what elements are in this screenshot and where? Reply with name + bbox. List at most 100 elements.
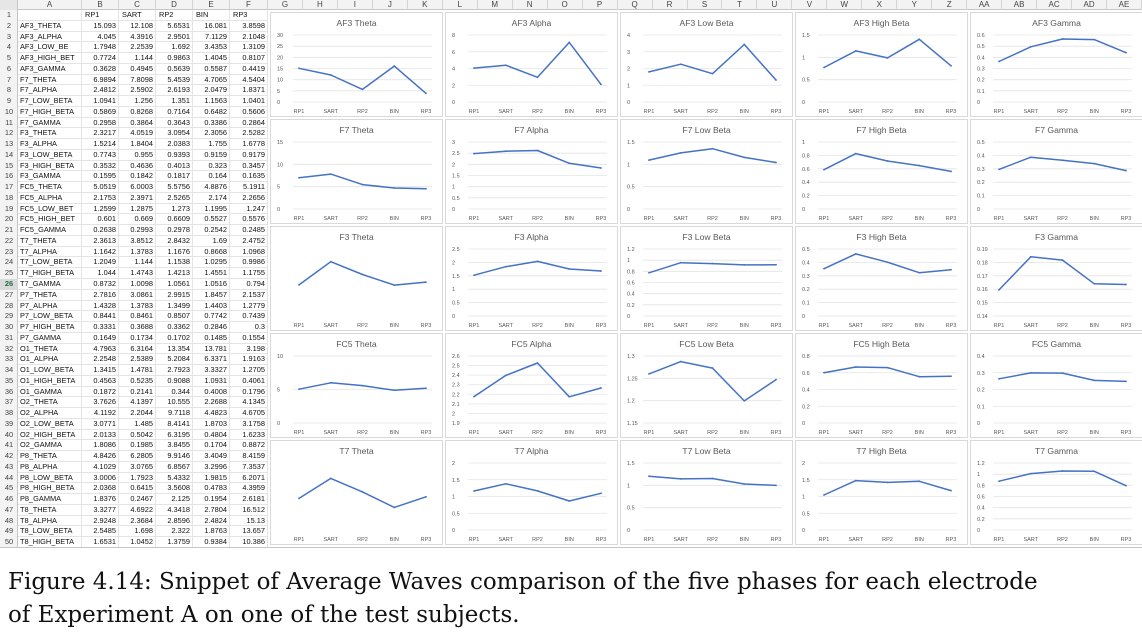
value-cell[interactable]: 4.045: [82, 31, 119, 43]
value-cell[interactable]: 3.1758: [230, 418, 268, 430]
value-cell[interactable]: 0.601: [82, 214, 119, 226]
row-number[interactable]: 47: [4, 504, 14, 514]
row-number[interactable]: 10: [4, 106, 14, 116]
value-cell[interactable]: 2.5902: [119, 85, 156, 97]
label-cell[interactable]: T7_THETA: [18, 235, 82, 247]
row-number[interactable]: 5: [6, 53, 12, 63]
row-number[interactable]: 18: [4, 192, 14, 202]
value-cell[interactable]: 0.7439: [230, 311, 268, 323]
value-cell[interactable]: 1.5214: [82, 139, 119, 150]
label-cell[interactable]: F3_ALPHA: [18, 139, 82, 150]
select-all-corner[interactable]: [0, 0, 18, 10]
value-cell[interactable]: 4.8876: [193, 182, 230, 193]
value-cell[interactable]: 2.7816: [82, 289, 119, 301]
value-cell[interactable]: 3.5608: [156, 483, 193, 495]
value-cell[interactable]: 0.669: [119, 214, 156, 226]
row-number[interactable]: 20: [4, 214, 14, 224]
row-number[interactable]: 42: [4, 451, 14, 461]
label-cell[interactable]: AF3_GAMMA: [18, 63, 82, 75]
value-cell[interactable]: 2.174: [193, 192, 230, 204]
value-cell[interactable]: 0.3331: [82, 322, 119, 333]
value-cell[interactable]: 2.6181: [230, 494, 268, 505]
row-number[interactable]: 13: [4, 139, 14, 149]
value-cell[interactable]: 0.9393: [156, 149, 193, 161]
label-cell[interactable]: AF3_HIGH_BET: [18, 53, 82, 64]
label-cell[interactable]: P7_HIGH_BETA: [18, 322, 82, 333]
value-cell[interactable]: 0.3: [230, 322, 268, 333]
value-cell[interactable]: 1.0295: [193, 257, 230, 269]
row-number[interactable]: 4: [6, 42, 12, 52]
value-cell[interactable]: 0.2978: [156, 225, 193, 236]
value-cell[interactable]: 13.657: [230, 526, 268, 538]
row-number[interactable]: 29: [4, 311, 14, 321]
column-header-h[interactable]: H: [303, 0, 338, 10]
value-cell[interactable]: 1.4551: [193, 268, 230, 279]
value-cell[interactable]: 4.6705: [230, 408, 268, 419]
value-cell[interactable]: 0.9384: [193, 537, 230, 547]
value-cell[interactable]: 3.0006: [82, 472, 119, 484]
column-header-ae[interactable]: AE: [1107, 0, 1142, 10]
column-header-y[interactable]: Y: [897, 0, 933, 10]
row-number[interactable]: 33: [4, 354, 14, 364]
value-cell[interactable]: 1.0561: [156, 279, 193, 290]
label-cell[interactable]: O2_ALPHA: [18, 408, 82, 419]
value-cell[interactable]: 2.5282: [230, 128, 268, 140]
value-cell[interactable]: 2.3684: [119, 515, 156, 527]
value-cell[interactable]: 6.3371: [193, 354, 230, 366]
value-cell[interactable]: 1.4213: [156, 268, 193, 279]
row-number[interactable]: 8: [6, 85, 12, 95]
label-cell[interactable]: F7_ALPHA: [18, 85, 82, 97]
value-cell[interactable]: 2.0368: [82, 483, 119, 495]
value-cell[interactable]: 1.0452: [119, 537, 156, 547]
value-cell[interactable]: 4.1029: [82, 461, 119, 473]
value-cell[interactable]: 5.1911: [230, 182, 268, 193]
row-number[interactable]: 26: [0, 279, 18, 290]
value-cell[interactable]: 2.2656: [230, 192, 268, 204]
value-cell[interactable]: 1.0931: [193, 375, 230, 387]
value-cell[interactable]: 1.4743: [119, 268, 156, 279]
row-number[interactable]: 40: [4, 429, 14, 439]
column-header-c[interactable]: C: [119, 0, 156, 10]
value-cell[interactable]: 1.8376: [82, 494, 119, 505]
value-cell[interactable]: 2.2044: [119, 408, 156, 419]
value-cell[interactable]: 6.2071: [230, 472, 268, 484]
value-cell[interactable]: 0.8441: [82, 311, 119, 323]
row-number[interactable]: 3: [6, 31, 12, 41]
value-cell[interactable]: 2.0383: [156, 139, 193, 150]
value-cell[interactable]: 13.354: [156, 343, 193, 355]
value-cell[interactable]: 1.3783: [119, 300, 156, 312]
value-cell[interactable]: 3.8598: [230, 20, 268, 32]
value-cell[interactable]: 0.8107: [230, 53, 268, 64]
value-cell[interactable]: 1.485: [119, 418, 156, 430]
value-cell[interactable]: 0.1817: [156, 171, 193, 183]
label-cell[interactable]: F3_LOW_BETA: [18, 149, 82, 161]
value-cell[interactable]: 0.8732: [82, 279, 119, 290]
value-cell[interactable]: 9.7118: [156, 408, 193, 419]
label-cell[interactable]: P7_THETA: [18, 289, 82, 301]
value-cell[interactable]: 0.4945: [119, 63, 156, 75]
row-number[interactable]: 31: [4, 332, 14, 342]
column-header-t[interactable]: T: [722, 0, 758, 10]
value-cell[interactable]: 7.3537: [230, 461, 268, 473]
value-cell[interactable]: 0.794: [230, 279, 268, 290]
row-number[interactable]: 24: [4, 257, 14, 267]
value-cell[interactable]: 2.4812: [82, 85, 119, 97]
value-cell[interactable]: 0.3688: [119, 322, 156, 333]
value-cell[interactable]: 0.3362: [156, 322, 193, 333]
value-cell[interactable]: 0.5587: [193, 63, 230, 75]
value-cell[interactable]: 1.2779: [230, 300, 268, 312]
value-cell[interactable]: 1.1755: [230, 268, 268, 279]
value-cell[interactable]: 1.2599: [82, 203, 119, 215]
value-cell[interactable]: 0.1842: [119, 171, 156, 183]
value-cell[interactable]: 6.2805: [119, 451, 156, 462]
value-cell[interactable]: 1.351: [156, 96, 193, 107]
column-header-a[interactable]: A: [18, 0, 82, 10]
column-header-g[interactable]: G: [268, 0, 303, 10]
label-cell[interactable]: P8_THETA: [18, 451, 82, 462]
value-cell[interactable]: 1.7923: [119, 472, 156, 484]
value-cell[interactable]: 1.8457: [193, 289, 230, 301]
label-cell[interactable]: P7_GAMMA: [18, 332, 82, 344]
label-cell[interactable]: F7_GAMMA: [18, 117, 82, 129]
value-cell[interactable]: 2.1537: [230, 289, 268, 301]
value-cell[interactable]: 1.3783: [119, 246, 156, 258]
